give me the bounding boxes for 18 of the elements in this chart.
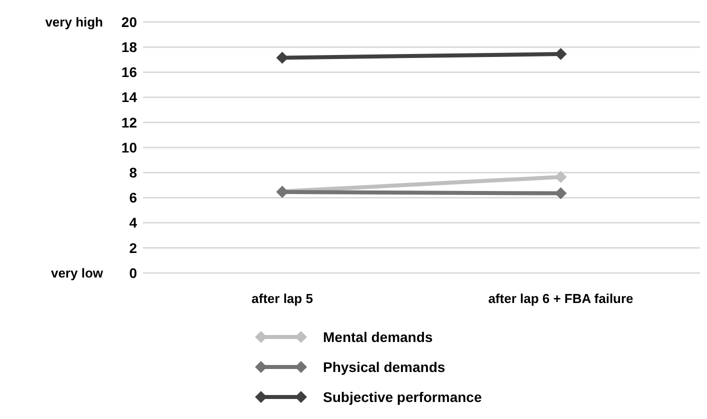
y-tick-label: 0	[129, 264, 138, 281]
legend-label: Subjective performance	[323, 388, 482, 405]
y-tick-label: 18	[121, 39, 138, 55]
y-tick-label: 20	[121, 14, 138, 30]
legend-label: Mental demands	[323, 328, 433, 345]
y-tick-label: 2	[129, 240, 138, 256]
y-tick-label: 14	[121, 89, 138, 106]
y-tick-label: 8	[129, 164, 138, 180]
y-tick-label: 6	[129, 190, 138, 206]
text: very low	[50, 266, 104, 281]
y-tick-label: 10	[121, 139, 138, 156]
x-tick-label: after lap 5	[252, 291, 313, 306]
y-tick-label: 12	[121, 114, 138, 130]
y-tick-label: 4	[129, 214, 138, 231]
text: very high	[45, 14, 104, 30]
legend-label: Physical demands	[323, 358, 446, 375]
y-tick-label: 16	[121, 64, 138, 80]
x-tick-label: after lap 6 + FBA failure	[488, 291, 634, 306]
